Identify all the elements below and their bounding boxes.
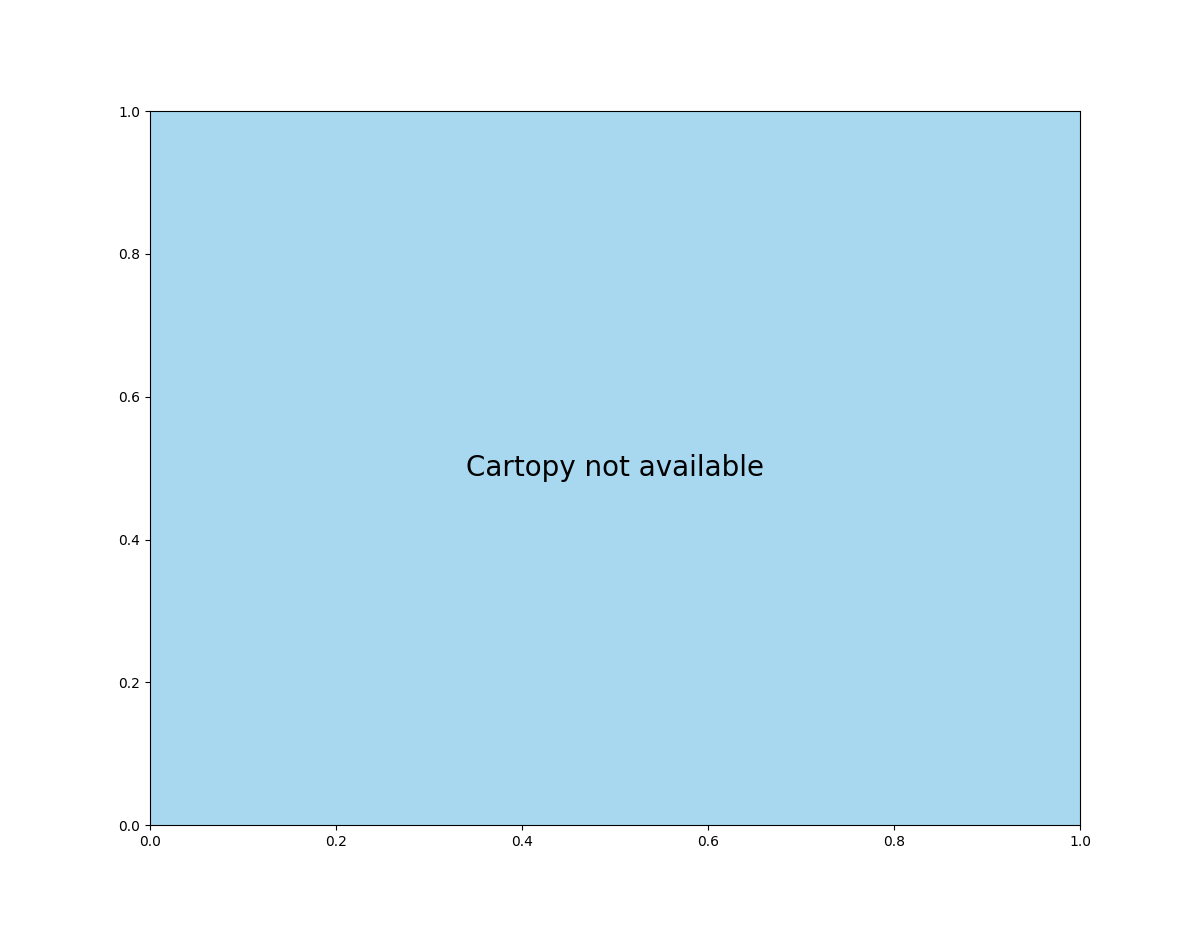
Text: Cartopy not available: Cartopy not available bbox=[466, 454, 764, 482]
